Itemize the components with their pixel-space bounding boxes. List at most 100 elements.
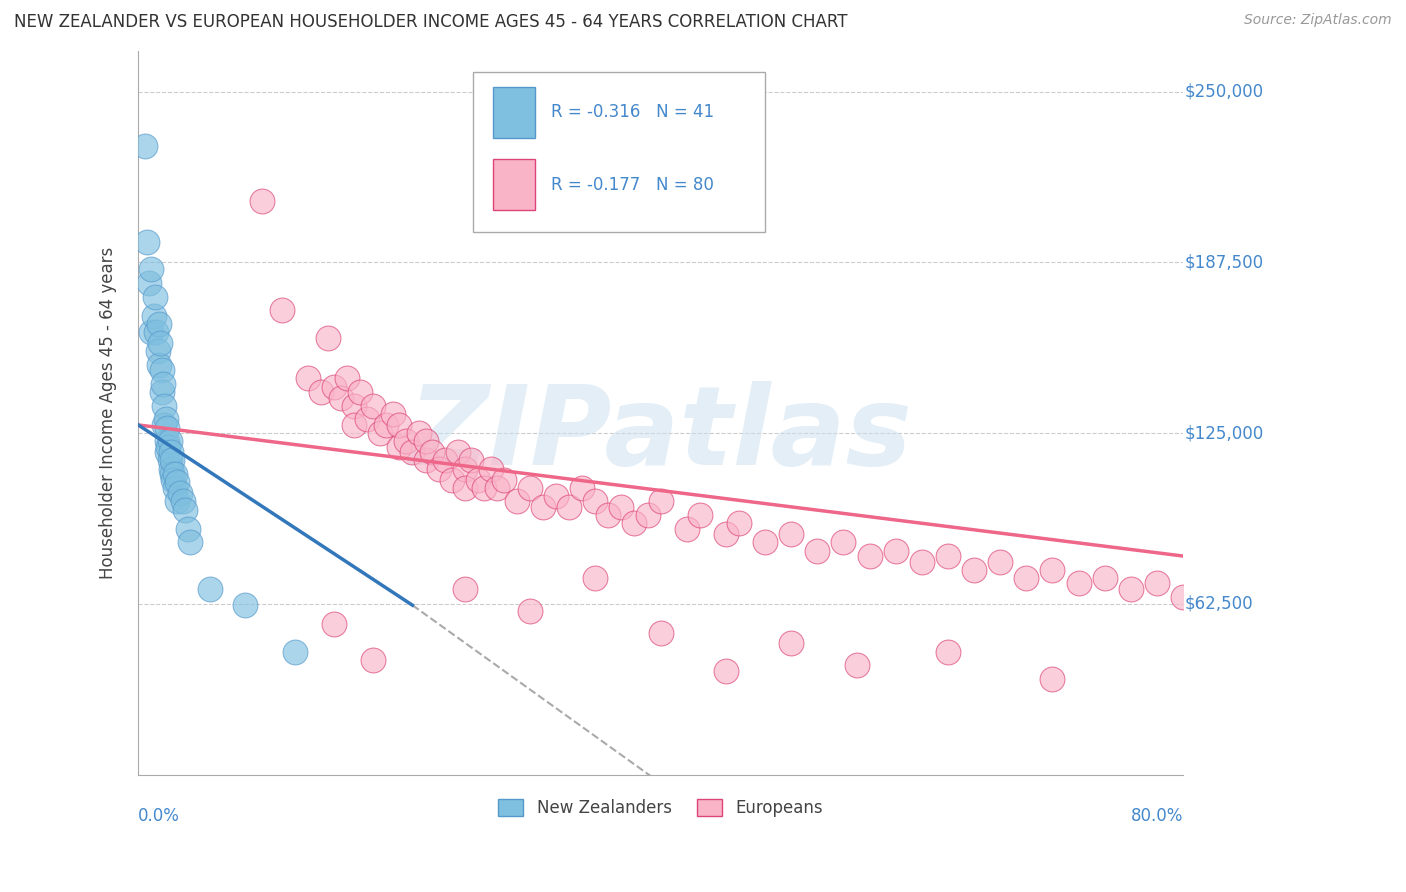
Text: $62,500: $62,500 [1185,595,1254,613]
Point [159,434,181,449]
Point [415,453,437,467]
Point [492,473,515,487]
Point [252,194,274,208]
Point [583,571,606,585]
Point [233,598,256,612]
Point [1094,571,1116,585]
Point [149,335,172,350]
Point [179,535,201,549]
Point [650,494,672,508]
Point [637,508,659,522]
Point [420,445,443,459]
Point [174,502,197,516]
Point [415,434,437,449]
Point [401,445,423,459]
Bar [494,160,536,210]
Point [472,481,495,495]
Point [454,582,477,596]
Point [571,481,593,495]
Y-axis label: Householder Income Ages 45 - 64 years: Householder Income Ages 45 - 64 years [100,246,117,579]
Point [531,500,554,514]
Point [166,494,188,508]
Point [911,554,934,568]
Point [506,494,529,508]
Point [754,535,776,549]
Point [141,262,163,277]
Point [172,494,194,508]
Point [142,309,165,323]
Point [169,486,191,500]
Point [623,516,645,531]
Point [1146,576,1168,591]
Point [467,473,489,487]
Point [150,363,173,377]
Point [356,412,378,426]
Point [138,276,160,290]
Point [316,330,339,344]
FancyBboxPatch shape [472,72,765,232]
Point [156,445,179,459]
Point [153,417,176,432]
Point [1119,582,1142,596]
Point [375,417,398,432]
Point [806,543,828,558]
Point [519,481,541,495]
Point [166,475,188,490]
Point [388,440,411,454]
Point [155,412,177,426]
Point [434,453,457,467]
Point [689,508,711,522]
Point [1042,672,1064,686]
Text: R = -0.177   N = 80: R = -0.177 N = 80 [551,176,714,194]
Point [454,461,477,475]
Point [336,371,359,385]
Point [150,385,173,400]
Point [323,617,346,632]
Point [159,453,181,467]
Point [153,399,176,413]
Point [1067,576,1090,591]
Point [381,407,404,421]
Point [134,139,156,153]
Text: ZIPatlas: ZIPatlas [409,381,912,488]
Point [160,453,183,467]
Point [598,508,620,522]
Point [714,527,737,541]
Point [1171,590,1194,604]
Point [963,563,986,577]
Point [427,461,450,475]
Point [309,385,332,400]
Text: $250,000: $250,000 [1185,83,1264,101]
Text: R = -0.316   N = 41: R = -0.316 N = 41 [551,103,714,121]
Point [145,325,167,339]
Point [148,317,170,331]
Point [460,453,482,467]
Point [936,645,959,659]
Text: 0.0%: 0.0% [138,807,180,825]
Point [146,344,169,359]
Point [343,399,366,413]
Point [454,481,477,495]
Point [323,379,346,393]
Point [884,543,907,558]
Point [675,522,697,536]
Point [440,473,463,487]
Text: $187,500: $187,500 [1185,253,1264,271]
Point [361,653,384,667]
Point [148,358,170,372]
Point [270,303,292,318]
Point [780,527,803,541]
Point [780,636,803,650]
Point [832,535,855,549]
Point [558,500,581,514]
Point [1015,571,1038,585]
Bar [494,87,536,137]
Text: Source: ZipAtlas.com: Source: ZipAtlas.com [1244,13,1392,28]
Point [936,549,959,563]
Point [152,376,174,391]
Point [143,289,166,303]
Text: $125,000: $125,000 [1185,424,1264,442]
Text: 80.0%: 80.0% [1130,807,1182,825]
Point [163,481,186,495]
Point [728,516,751,531]
